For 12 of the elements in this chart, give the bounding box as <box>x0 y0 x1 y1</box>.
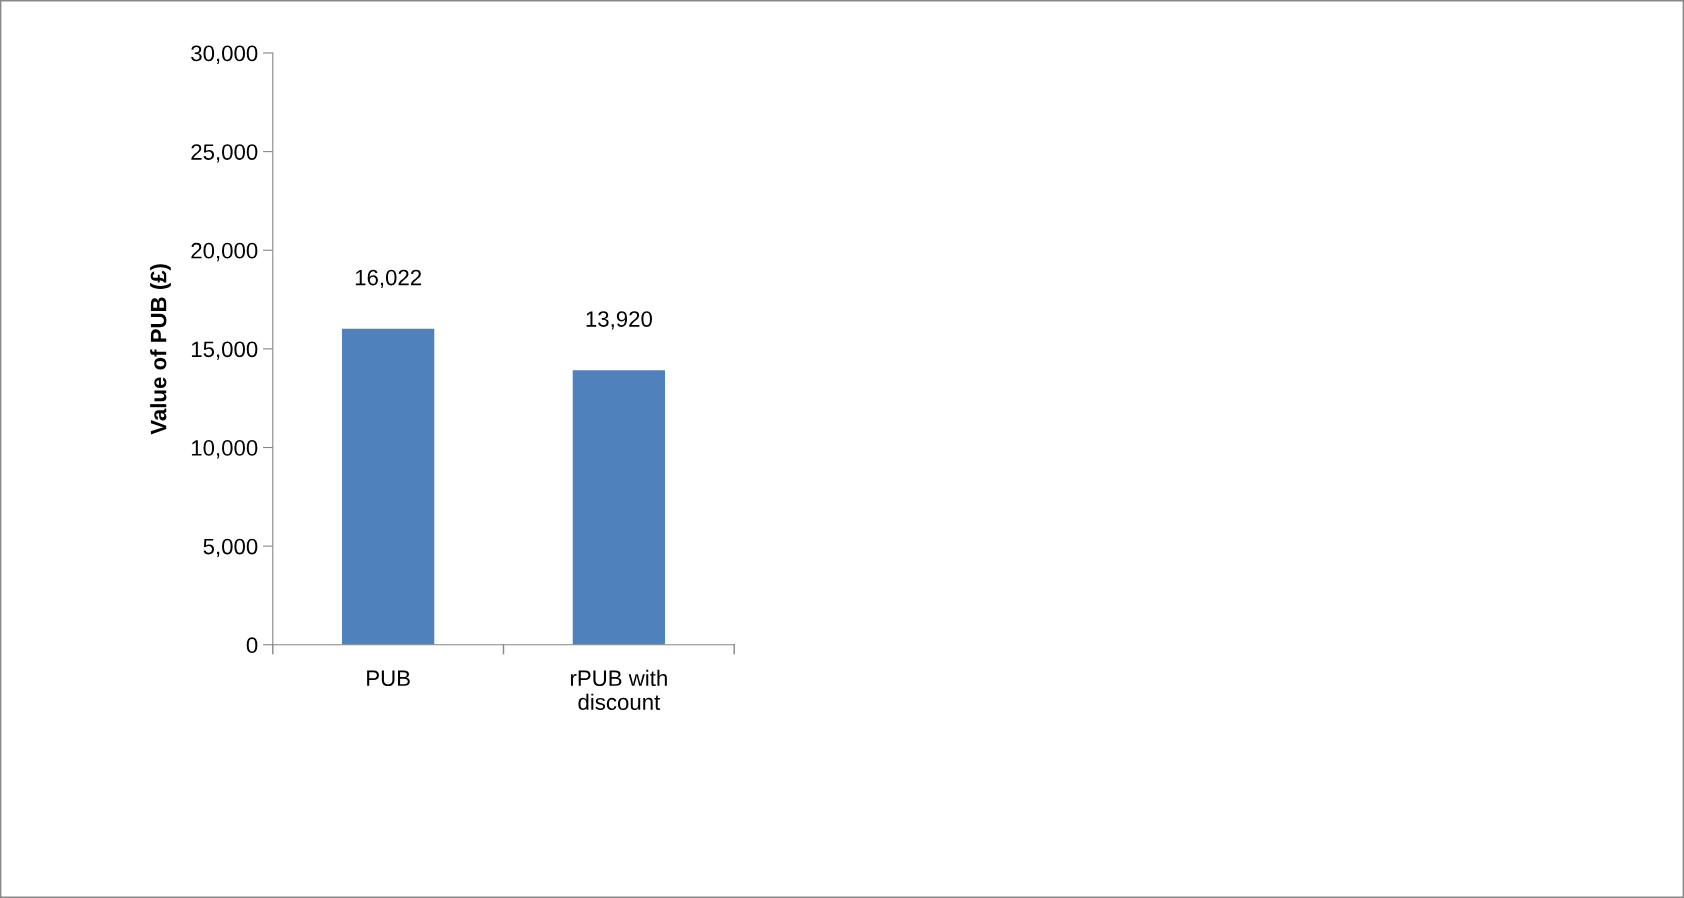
y-tick-label: 10,000 <box>191 440 258 459</box>
y-tick-label: 20,000 <box>191 242 258 262</box>
x-tick-label: PUB <box>367 670 410 687</box>
y-tick-label: 15,000 <box>191 341 258 360</box>
y-tick-label: 0 <box>246 637 258 654</box>
y-tick-label: 25,000 <box>191 144 258 163</box>
x-tick-label: rPUB with discount <box>570 669 667 711</box>
y-tick-label: 30,000 <box>191 45 258 64</box>
data-label: 16,022 <box>355 269 422 289</box>
y-axis-title: Value of PUB (£) <box>150 264 171 435</box>
data-label: 13,920 <box>586 311 652 330</box>
y-tick-label: 5,000 <box>203 538 258 558</box>
